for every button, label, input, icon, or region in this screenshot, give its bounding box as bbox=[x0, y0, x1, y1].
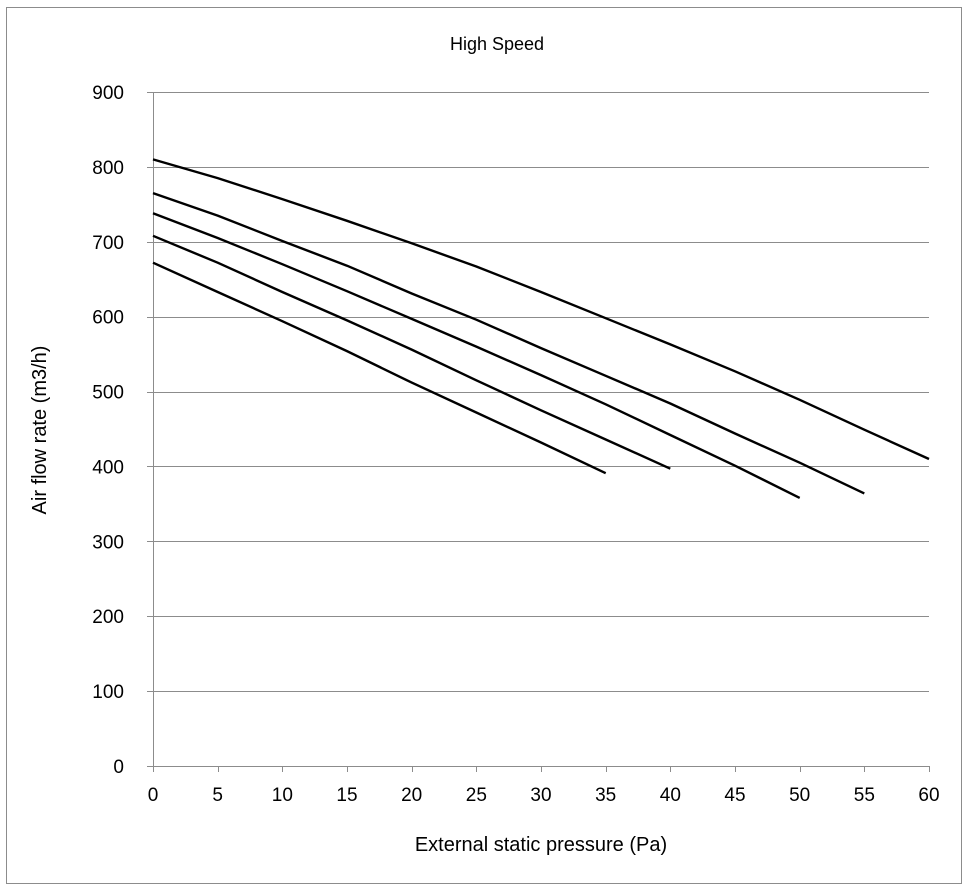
y-tick-label: 800 bbox=[92, 158, 124, 179]
x-tick-label: 30 bbox=[530, 785, 551, 806]
x-tick-label: 40 bbox=[660, 785, 681, 806]
x-tick-label: 25 bbox=[466, 785, 487, 806]
x-tick-label: 5 bbox=[212, 785, 223, 806]
x-tick-label: 20 bbox=[401, 785, 422, 806]
y-tick-label: 900 bbox=[92, 83, 124, 104]
y-tick-label: 700 bbox=[92, 233, 124, 254]
series-line-1 bbox=[152, 158, 930, 461]
x-tick-label: 45 bbox=[724, 785, 745, 806]
grid bbox=[147, 92, 929, 692]
x-tick-label: 55 bbox=[854, 785, 875, 806]
y-axis-title: Air flow rate (m3/h) bbox=[29, 346, 51, 515]
y-tick-label: 100 bbox=[92, 682, 124, 703]
series-line-5 bbox=[152, 261, 607, 475]
tick-labels: 0 100 200 300 400 500 600 700 800 900 0 5 10 15 20 25 30… bbox=[92, 83, 939, 806]
series-line-4 bbox=[152, 234, 671, 470]
chart-title: High Speed bbox=[450, 34, 544, 54]
y-tick-label: 200 bbox=[92, 607, 124, 628]
x-tick-label: 0 bbox=[148, 785, 159, 806]
y-tick-label: 0 bbox=[113, 757, 124, 778]
y-tick-label: 600 bbox=[92, 308, 124, 329]
x-tick-label: 50 bbox=[789, 785, 810, 806]
chart-frame bbox=[6, 7, 962, 884]
axes bbox=[147, 92, 930, 772]
x-tick-label: 35 bbox=[595, 785, 616, 806]
x-tick-label: 15 bbox=[336, 785, 357, 806]
series-line-3 bbox=[152, 212, 801, 499]
series-group bbox=[152, 158, 930, 499]
series-line-2 bbox=[152, 191, 865, 495]
y-tick-label: 400 bbox=[92, 457, 124, 478]
x-axis-title: External static pressure (Pa) bbox=[415, 834, 667, 856]
y-tick-label: 300 bbox=[92, 532, 124, 553]
x-tick-label: 10 bbox=[272, 785, 293, 806]
y-tick-label: 500 bbox=[92, 383, 124, 404]
x-tick-label: 60 bbox=[918, 785, 939, 806]
